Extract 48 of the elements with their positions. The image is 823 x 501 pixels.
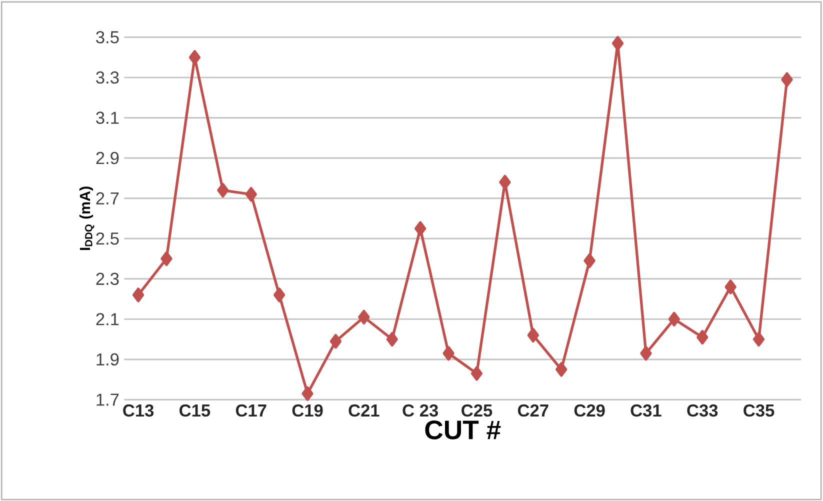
- point: [470, 366, 483, 381]
- point: [188, 50, 201, 65]
- y-tick-label: 2.9: [96, 152, 119, 164]
- point: [612, 36, 624, 51]
- x-tick-label: C 23: [402, 404, 438, 417]
- point: [752, 332, 765, 346]
- x-tick-label: C31: [630, 404, 662, 417]
- point: [781, 72, 793, 87]
- x-tick-label: C15: [180, 404, 210, 417]
- x-tick-label: C29: [574, 404, 605, 417]
- y-tick-label: 3.3: [96, 71, 119, 84]
- x-tick-label: C25: [462, 404, 492, 417]
- y-tick-label: 2.7: [96, 192, 119, 204]
- point: [668, 312, 680, 326]
- point: [245, 186, 257, 202]
- point: [302, 386, 314, 401]
- point: [330, 334, 342, 349]
- y-tick-label: 3.5: [96, 31, 119, 44]
- point: [132, 288, 144, 302]
- point: [556, 362, 568, 377]
- y-tick-label: 1.9: [96, 353, 119, 366]
- point: [442, 346, 454, 361]
- point: [414, 221, 426, 236]
- point: [584, 253, 596, 268]
- y-tick-label: 3.1: [96, 112, 119, 124]
- x-tick-label: C27: [518, 404, 548, 417]
- y-axis-title: I$_{DDQ}$ (mA): [79, 186, 94, 250]
- x-tick-label: C21: [348, 404, 380, 417]
- point: [217, 182, 229, 198]
- x-tick-label: C13: [123, 404, 154, 417]
- point: [499, 174, 511, 190]
- x-tick-label: C17: [236, 404, 266, 417]
- point: [358, 310, 370, 324]
- point: [640, 346, 652, 361]
- point: [527, 328, 539, 342]
- y-tick-label: 1.7: [96, 394, 119, 406]
- point: [724, 279, 736, 294]
- y-tick-label: 2.1: [96, 312, 119, 326]
- y-tick-label: 2.5: [96, 232, 119, 245]
- point: [160, 251, 172, 266]
- x-tick-label: C35: [744, 404, 774, 417]
- y-tick-label: 2.3: [96, 272, 119, 285]
- x-axis-title: CUT #: [425, 420, 501, 440]
- x-tick-label: C19: [292, 404, 323, 417]
- point: [696, 330, 708, 344]
- point: [273, 288, 286, 302]
- point: [386, 332, 398, 346]
- x-tick-label: C33: [687, 404, 718, 417]
